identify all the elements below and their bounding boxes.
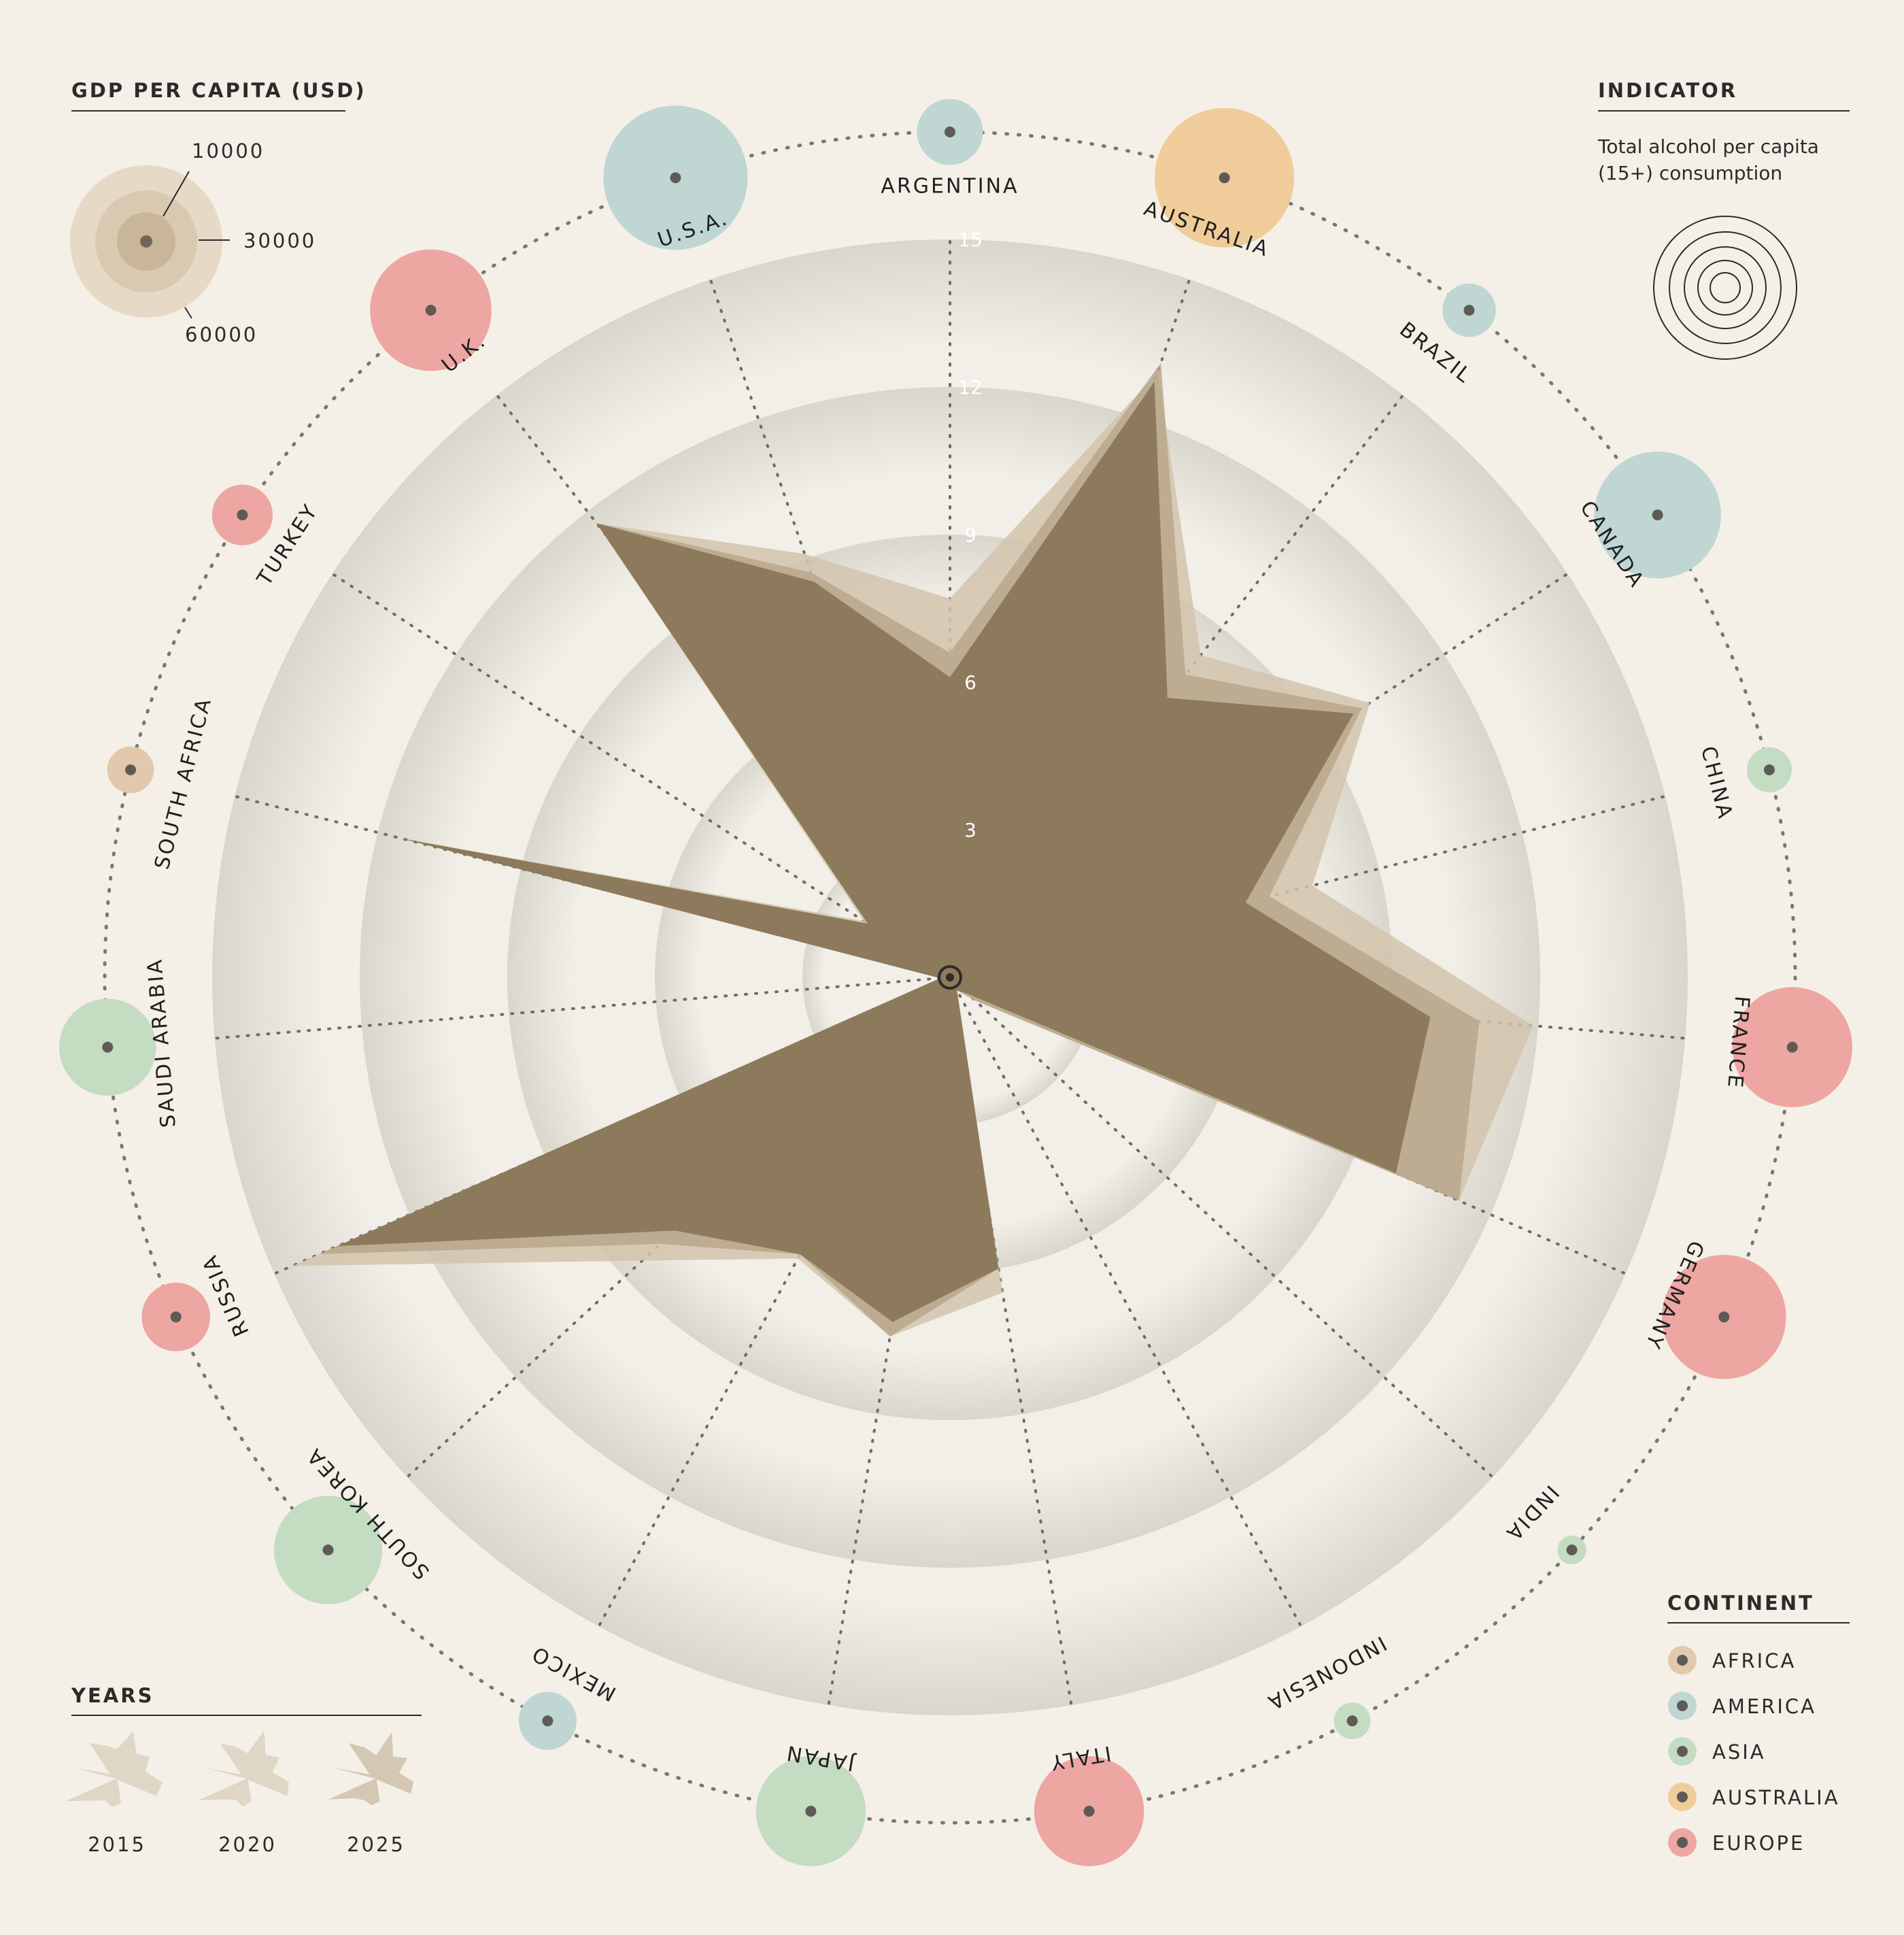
continent-swatch-dot-america: [1677, 1700, 1688, 1711]
center-dot: [946, 973, 954, 981]
year-shape-2015: [65, 1731, 163, 1807]
gdp-legend: GDP PER CAPITA (USD) 10000 30000 60000: [70, 79, 367, 346]
gdp-legend-leader-60000: [184, 307, 192, 319]
country-label-indonesia: INDONESIA: [1263, 1631, 1391, 1715]
bubble-dot-argentina: [945, 127, 955, 137]
bubble-dot-brazil: [1463, 305, 1475, 316]
continent-legend: CONTINENT AFRICA AMERICA ASIA AUSTRALIA EURO…: [1667, 1592, 1850, 1857]
bubble-dot-japan: [805, 1806, 817, 1817]
bubble-dot-france: [1786, 1041, 1798, 1053]
indicator-legend-rings-icon: [1653, 216, 1797, 360]
gdp-legend-label-10000: 10000: [192, 139, 265, 163]
indicator-legend: INDICATOR Total alcohol per capita (15+)…: [1597, 79, 1850, 360]
year-label-2015: 2015: [88, 1833, 146, 1856]
year-label-2025: 2025: [347, 1833, 405, 1856]
country-label-india: INDIA: [1500, 1480, 1563, 1545]
gdp-legend-title: GDP PER CAPITA (USD): [71, 79, 367, 102]
gdp-bubbles: [59, 99, 1853, 1866]
bubble-dot-south-korea: [322, 1544, 334, 1555]
bubble-dot-russia: [170, 1311, 182, 1323]
bubble-dot-germany: [1718, 1311, 1730, 1323]
bubble-dot-u-k: [425, 305, 437, 316]
continent-swatch-dot-europe: [1677, 1837, 1688, 1848]
continent-swatch-dot-africa: [1677, 1655, 1688, 1666]
outer-orbit-ring: [103, 130, 1797, 1825]
continent-swatch-dot-asia: [1677, 1746, 1688, 1757]
series-areas: [292, 363, 1533, 1336]
spoke-turkey: [330, 572, 951, 979]
gdp-legend-center-dot: [140, 235, 152, 248]
continent-label-africa: AFRICA: [1712, 1649, 1796, 1672]
gdp-legend-label-60000: 60000: [185, 323, 258, 346]
continent-label-asia: ASIA: [1712, 1740, 1766, 1764]
tick-label-3: 3: [964, 819, 976, 841]
years-legend-title: YEARS: [71, 1684, 154, 1707]
continent-label-europe: EUROPE: [1712, 1832, 1805, 1855]
series-area-2025: [337, 382, 1431, 1322]
indicator-legend-line1: Total alcohol per capita: [1597, 135, 1819, 158]
tick-label-12: 12: [958, 376, 983, 399]
continent-legend-title: CONTINENT: [1667, 1592, 1814, 1615]
bubble-dot-saudi-arabia: [102, 1041, 114, 1053]
gdp-legend-label-30000: 30000: [243, 229, 316, 252]
bubble-dot-china: [1763, 764, 1775, 775]
year-shape-2025: [328, 1732, 414, 1806]
gdp-legend-leader-10000: [163, 171, 190, 217]
tick-label-9: 9: [964, 524, 976, 546]
country-label-china: CHINA: [1696, 744, 1737, 823]
spoke-indonesia: [949, 976, 1303, 1628]
country-label-south-africa: SOUTH AFRICA: [150, 694, 217, 872]
years-legend: YEARS 2015 2020 2025: [65, 1684, 422, 1856]
continent-swatch-dot-australia: [1677, 1791, 1688, 1802]
spoke-saudi-arabia: [213, 976, 951, 1040]
year-shape-2020: [198, 1730, 289, 1807]
bubble-dot-italy: [1083, 1806, 1095, 1817]
continent-label-australia: AUSTRALIA: [1712, 1786, 1840, 1809]
spoke-india: [949, 976, 1495, 1479]
tick-label-15: 15: [958, 229, 983, 251]
radial-tick-labels: 3 6 9 12 15: [958, 229, 983, 841]
bubble-dot-mexico: [542, 1715, 554, 1727]
bubble-dot-south-africa: [125, 764, 137, 775]
year-label-2020: 2020: [218, 1833, 277, 1856]
center-ring: [938, 965, 962, 990]
bubble-dot-canada: [1652, 509, 1663, 521]
bubble-dot-indonesia: [1346, 1715, 1358, 1727]
indicator-legend-line2: (15+) consumption: [1598, 162, 1782, 184]
country-label-argentina: ARGENTINA: [881, 175, 1019, 199]
bubble-dot-turkey: [237, 509, 248, 521]
bubble-dot-u-s-a: [670, 172, 681, 184]
continent-label-america: AMERICA: [1712, 1695, 1816, 1718]
center-marker: [938, 965, 962, 990]
tick-label-6: 6: [964, 671, 976, 694]
bubble-dot-india: [1566, 1544, 1578, 1555]
bubble-dot-australia: [1219, 172, 1230, 184]
indicator-legend-title: INDICATOR: [1598, 79, 1737, 102]
